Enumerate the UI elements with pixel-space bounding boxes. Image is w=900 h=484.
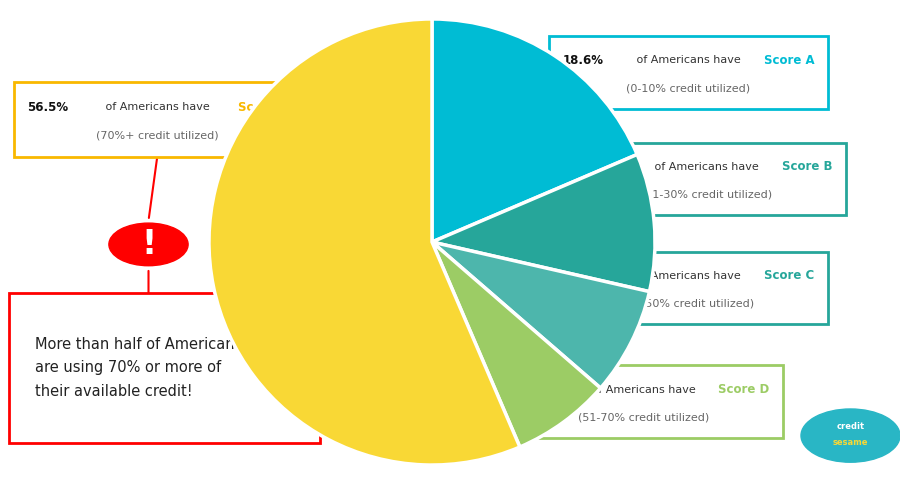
Circle shape bbox=[109, 223, 188, 266]
Text: 7.8%: 7.8% bbox=[562, 269, 595, 282]
Circle shape bbox=[801, 409, 900, 462]
FancyBboxPatch shape bbox=[9, 293, 320, 443]
Wedge shape bbox=[432, 242, 600, 447]
Text: 56.5%: 56.5% bbox=[27, 101, 68, 114]
Wedge shape bbox=[432, 242, 650, 388]
Wedge shape bbox=[432, 19, 637, 242]
FancyBboxPatch shape bbox=[549, 36, 828, 109]
Text: of Americans have: of Americans have bbox=[588, 384, 699, 394]
Text: (51-70% credit utilized): (51-70% credit utilized) bbox=[578, 412, 709, 423]
Text: Score A: Score A bbox=[764, 54, 815, 67]
Text: sesame: sesame bbox=[832, 439, 868, 447]
FancyBboxPatch shape bbox=[549, 252, 828, 324]
Text: 10%: 10% bbox=[580, 160, 608, 173]
Wedge shape bbox=[209, 19, 520, 465]
Text: Score F: Score F bbox=[238, 101, 288, 114]
Text: (11-30% credit utilized): (11-30% credit utilized) bbox=[641, 190, 772, 200]
FancyBboxPatch shape bbox=[504, 365, 783, 438]
Text: of Americans have: of Americans have bbox=[651, 162, 762, 172]
FancyBboxPatch shape bbox=[567, 143, 846, 215]
Text: of Americans have: of Americans have bbox=[102, 102, 213, 112]
Text: More than half of Americans
are using 70% or more of
their available credit!: More than half of Americans are using 70… bbox=[34, 337, 242, 399]
Text: !: ! bbox=[141, 228, 156, 261]
Text: 18.6%: 18.6% bbox=[562, 54, 604, 67]
Text: Score C: Score C bbox=[764, 269, 815, 282]
Text: 7.2%: 7.2% bbox=[518, 383, 550, 396]
Text: credit: credit bbox=[836, 423, 865, 431]
Text: (70%+ credit utilized): (70%+ credit utilized) bbox=[96, 131, 219, 141]
Text: (31-50% credit utilized): (31-50% credit utilized) bbox=[623, 299, 754, 309]
Wedge shape bbox=[432, 154, 655, 292]
Text: Score D: Score D bbox=[718, 383, 770, 396]
Text: of Americans have: of Americans have bbox=[633, 271, 744, 281]
Text: Score B: Score B bbox=[782, 160, 833, 173]
Text: (0-10% credit utilized): (0-10% credit utilized) bbox=[626, 83, 751, 93]
Text: of Americans have: of Americans have bbox=[633, 55, 744, 65]
FancyBboxPatch shape bbox=[14, 82, 302, 157]
